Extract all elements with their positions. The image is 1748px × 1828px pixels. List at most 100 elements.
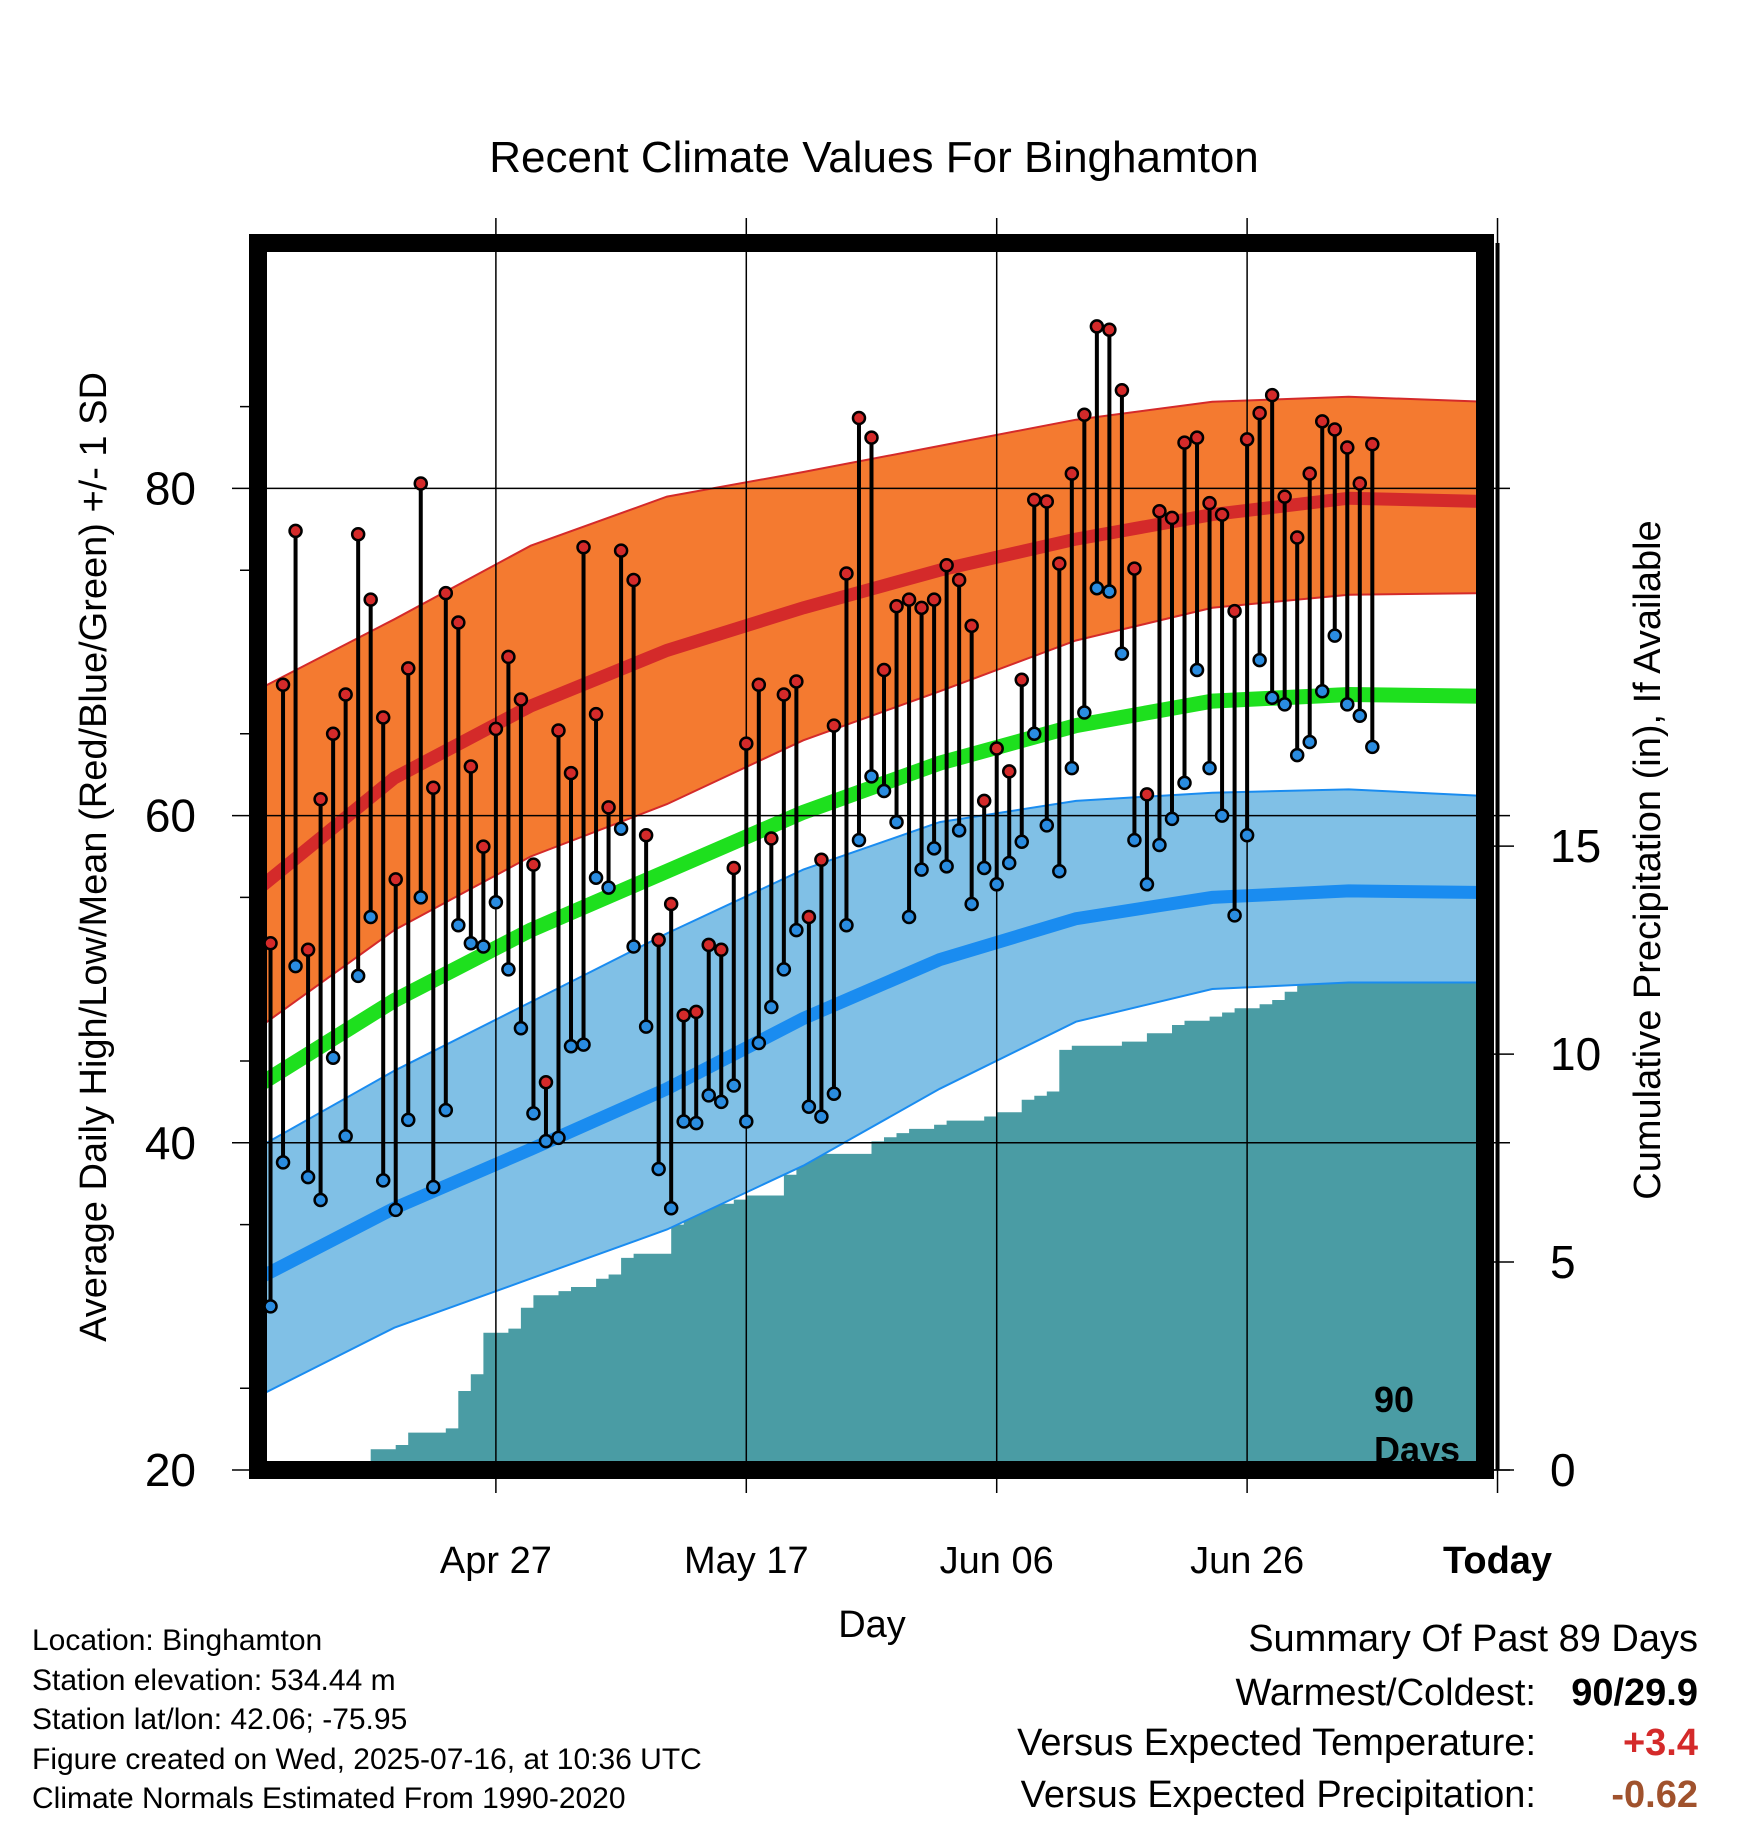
- daily-high-point: [1352, 476, 1368, 491]
- daily-high-point: [501, 649, 516, 665]
- daily-high-point: [814, 852, 829, 868]
- axes: 20 40 60 80 0 5 10 15 Apr 27 May 17 Jun 06 Jun 26 To…: [145, 234, 1601, 1582]
- daily-low-point: [951, 823, 967, 838]
- daily-high-point: [914, 600, 929, 616]
- daily-low-point: [1352, 708, 1368, 724]
- daily-low-point: [939, 859, 954, 874]
- daily-low-point: [751, 1035, 767, 1051]
- daily-low-point: [1064, 760, 1080, 776]
- daily-high-point: [1327, 422, 1343, 437]
- daily-high-point: [463, 759, 479, 774]
- elevation-text: Station elevation: 534.44 m: [32, 1664, 396, 1697]
- daily-low-point: [663, 1200, 679, 1216]
- daily-low-point: [801, 1099, 817, 1115]
- daily-low-point: [1089, 580, 1105, 596]
- normal-mean-line: [258, 686, 1485, 1092]
- daily-low-point: [1239, 827, 1255, 843]
- created-text: Figure created on Wed, 2025-07-16, at 10…: [32, 1743, 702, 1776]
- daily-high-point: [1014, 672, 1029, 688]
- daily-low-point: [488, 895, 504, 910]
- daily-low-point: [501, 962, 516, 977]
- daily-high-point: [801, 909, 817, 925]
- daily-high-point: [1289, 530, 1305, 545]
- daily-high-point: [288, 523, 303, 539]
- daily-low-point: [739, 1114, 754, 1129]
- daily-low-point: [776, 962, 792, 977]
- daily-high-point: [651, 932, 666, 948]
- daily-high-point: [275, 677, 291, 692]
- daily-high-point: [1252, 405, 1267, 421]
- daily-high-point: [951, 572, 967, 588]
- daily-low-point: [313, 1192, 328, 1208]
- daily-high-point: [1239, 432, 1255, 447]
- daily-high-point: [363, 592, 378, 607]
- daily-low-point: [1252, 652, 1267, 668]
- latlon-text: Station lat/lon: 42.06; -75.95: [32, 1703, 408, 1736]
- daily-high-point: [676, 1007, 691, 1023]
- daily-low-point: [275, 1155, 291, 1170]
- daily-high-point: [1314, 414, 1330, 429]
- normal-low-line: [258, 884, 1485, 1285]
- daily-low-point: [1027, 726, 1042, 742]
- daily-high-point: [939, 558, 954, 573]
- location-text: Location: Binghamton: [32, 1624, 323, 1657]
- daily-low-point: [889, 814, 904, 830]
- daily-high-point: [826, 718, 842, 733]
- daily-high-point: [438, 585, 454, 601]
- daily-low-point: [651, 1161, 666, 1177]
- warmest-coldest-value: 90/29.9: [1571, 1672, 1698, 1714]
- daily-high-point: [601, 800, 616, 815]
- daily-high-point: [726, 860, 742, 876]
- x-tick-label: Jun 26: [1190, 1540, 1304, 1582]
- daily-low-point: [1014, 834, 1029, 850]
- daily-high-point: [989, 741, 1004, 756]
- daily-low-point: [914, 862, 929, 877]
- daily-high-point: [1052, 556, 1067, 571]
- daily-low-point: [1177, 775, 1192, 791]
- daily-low-point: [463, 935, 479, 951]
- normals-text: Climate Normals Estimated From 1990-2020: [32, 1782, 626, 1815]
- daily-low-point: [851, 832, 867, 848]
- daily-low-point: [1189, 662, 1205, 678]
- daily-high-point: [1089, 319, 1105, 334]
- daily-low-point: [976, 860, 992, 876]
- daily-high-point: [338, 687, 353, 702]
- daily-low-point: [1139, 877, 1155, 892]
- daily-high-point: [764, 831, 779, 846]
- daily-low-point: [989, 877, 1004, 892]
- daily-high-point: [1114, 382, 1130, 398]
- daily-low-point: [864, 769, 879, 784]
- daily-high-point: [839, 566, 854, 581]
- daily-low-point: [1164, 811, 1180, 827]
- x-tick-label: May 17: [684, 1540, 809, 1582]
- daily-low-point: [714, 1094, 729, 1110]
- daily-low-point: [413, 890, 429, 905]
- daily-low-point: [676, 1114, 691, 1129]
- daily-low-point: [400, 1112, 416, 1128]
- daily-high-point: [388, 872, 403, 887]
- axis-labels: Day Average Daily High/Low/Mean (Red/Blu…: [73, 372, 1669, 1646]
- summary-title: Summary Of Past 89 Days: [1248, 1618, 1698, 1660]
- daily-high-point: [1127, 561, 1142, 576]
- daily-high-point: [964, 618, 979, 634]
- daily-low-point: [764, 999, 779, 1015]
- daily-low-point: [688, 1115, 704, 1131]
- daily-high-point: [1064, 466, 1080, 481]
- daily-high-point: [1227, 603, 1242, 619]
- daily-high-point: [1365, 436, 1380, 452]
- daily-high-point: [488, 721, 504, 737]
- daily-low-point: [1052, 863, 1067, 879]
- y-tick-label: 80: [145, 462, 196, 514]
- daily-low-point: [263, 1299, 278, 1314]
- plot-frame: [249, 234, 1494, 1479]
- daily-low-point: [701, 1088, 716, 1103]
- daily-low-point: [476, 939, 491, 954]
- daily-high-point: [1202, 495, 1217, 511]
- daily-low-point: [613, 821, 629, 836]
- daily-high-point: [1264, 387, 1280, 403]
- daily-high-point: [714, 942, 729, 958]
- daily-high-point: [1164, 510, 1180, 526]
- daily-low-point: [538, 1133, 554, 1149]
- daily-high-point: [1152, 504, 1167, 519]
- daily-low-point: [288, 958, 303, 974]
